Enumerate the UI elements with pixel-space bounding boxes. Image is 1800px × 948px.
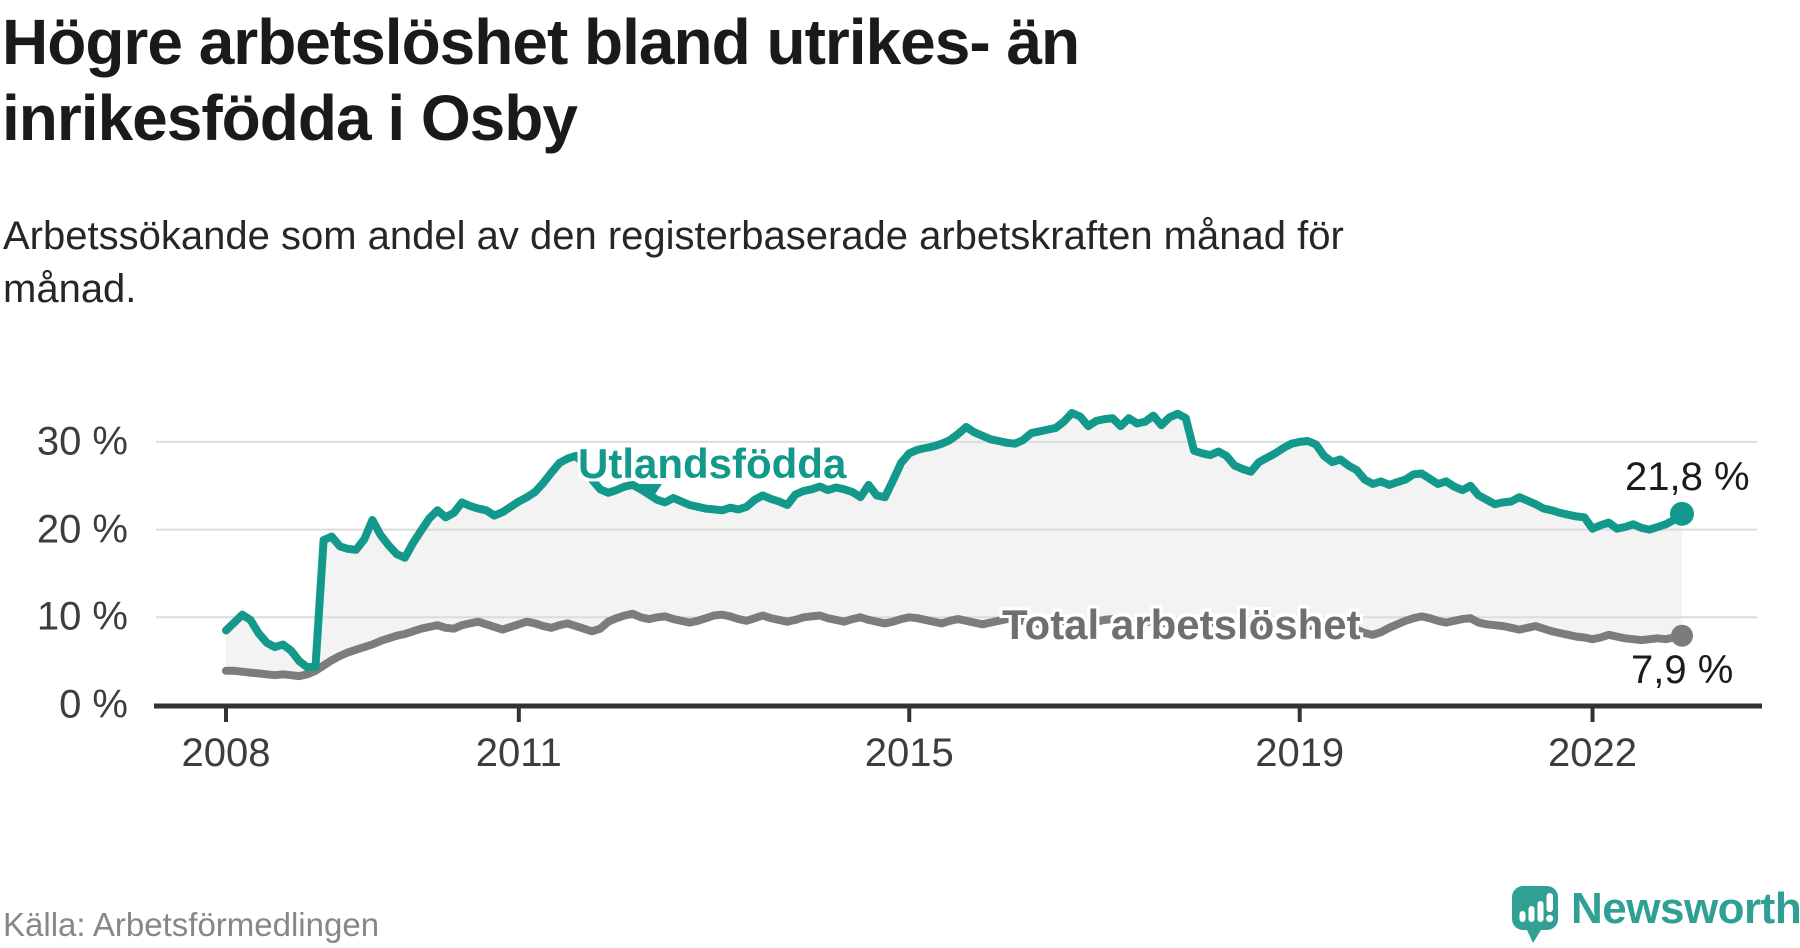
page-subtitle-line2: månad. xyxy=(3,267,137,311)
page-subtitle-line1: Arbetssökande som andel av den registerb… xyxy=(3,214,1344,258)
total-end-dot xyxy=(1671,624,1693,647)
x-axis-label-2011: 2011 xyxy=(475,731,562,775)
source-note: Källa: Arbetsförmedlingen xyxy=(3,906,380,943)
page-subtitle: Arbetssökande som andel av den registerb… xyxy=(3,210,1703,316)
series-label-total-arbetsloshet: Total arbetslöshet xyxy=(1002,601,1361,648)
x-axis-ticks xyxy=(224,708,1595,722)
utlandsfodda-line xyxy=(222,409,1686,672)
newsworthy-logo: Newsworthy xyxy=(1512,886,1800,944)
area-fill-between-lines xyxy=(226,413,1682,677)
x-axis-label-2019: 2019 xyxy=(1255,731,1345,775)
utlandsfodda-end-dot xyxy=(1670,501,1694,526)
page-title-line2: inrikesfödda i Osby xyxy=(2,82,578,154)
y-axis-label-10: 10 % xyxy=(36,594,128,639)
value-label-utlandsfodda: 21,8 % xyxy=(1625,455,1750,499)
x-axis-label-2022: 2022 xyxy=(1548,731,1637,775)
arrow-down-icon xyxy=(640,484,662,500)
y-axis-label-0: 0 % xyxy=(59,682,128,727)
x-axis-label-2015: 2015 xyxy=(864,731,954,775)
y-axis-label-30: 30 % xyxy=(36,419,128,464)
newsworthy-logo-text: Newsworthy xyxy=(1571,884,1800,933)
newsworthy-logo-icon xyxy=(1512,886,1558,943)
page-title: Högre arbetslöshet bland utrikes- än inr… xyxy=(2,4,1762,156)
page-title-line1: Högre arbetslöshet bland utrikes- än xyxy=(2,6,1080,78)
x-axis-label-2008: 2008 xyxy=(181,731,271,775)
total-arbetsloshet-line xyxy=(222,609,1686,681)
y-axis-label-20: 20 % xyxy=(36,507,128,552)
series-label-utlandsfodda: Utlandsfödda xyxy=(578,440,847,487)
value-label-total: 7,9 % xyxy=(1631,648,1734,692)
